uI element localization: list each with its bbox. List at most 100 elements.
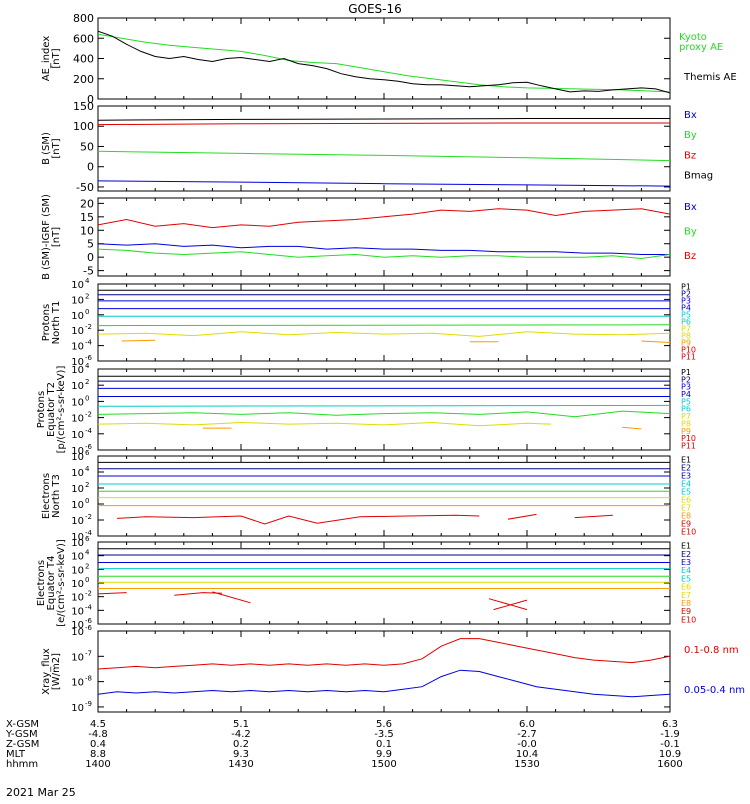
y-tick-label: 0 [87,161,94,174]
y-tick-label: 0 [87,93,94,106]
y-tick-exponent: 6 [85,449,90,457]
y-tick-label: 10 [71,414,84,425]
orbit-value: -1.9 [660,729,680,740]
orbit-row-label: hhmm [6,759,38,770]
orbit-value: 1530 [514,759,539,770]
orbit-value: 6.3 [662,719,678,730]
panel-frame [97,17,671,100]
series-line-ee-9 [212,591,251,604]
y-axis-label: Equator T4 [46,556,57,611]
orbit-value: -0.1 [660,739,680,750]
y-tick-label: 15 [80,211,94,224]
y-tick-exponent: 0 [85,576,89,584]
y-axis-label: Protons [41,304,52,341]
y-tick-exponent: -2 [85,323,92,331]
series-group [98,375,670,430]
y-tick-exponent: -2 [85,411,92,419]
series-line-en-9 [574,514,613,519]
legend-entry: P5 [681,311,691,320]
y-tick-exponent: -2 [85,590,92,598]
y-tick-label: 10 [71,357,84,368]
legend-entry-themis: Themis AE [683,72,737,83]
series-line-en-7 [117,514,480,525]
y-tick-label: 10 [71,538,84,549]
series-line-pn-9 [641,340,670,343]
orbit-value: -3.5 [374,729,394,740]
y-tick-exponent: -8 [85,675,92,683]
y-tick-label: 10 [71,652,84,663]
series-group [98,208,670,260]
y-tick-exponent: -2 [85,513,92,521]
legend-entry: E5 [681,487,691,496]
y-tick-label: 10 [71,552,84,563]
y-tick-label: 10 [71,606,84,617]
legend-entry: E9 [681,519,691,528]
series-line-ee-7 [98,592,127,595]
y-tick-label: -5 [83,265,94,278]
legend-entry: By [684,226,697,237]
legend-entry-kyoto-2: proxy AE [679,42,723,53]
y-tick-label: 10 [71,500,84,511]
legend-entry: E8 [681,599,691,608]
y-tick-exponent: 2 [85,562,89,570]
legend-entry: P9 [681,427,691,436]
orbit-value: -4.2 [231,729,251,740]
y-tick-label: 10 [71,280,84,291]
legend-entry: E4 [681,479,691,488]
orbit-value: 1400 [85,759,110,770]
y-tick-exponent: 6 [85,535,90,543]
y-tick-label: 5 [87,238,94,251]
y-axis-label: Electrons [41,473,52,519]
y-tick-label: 10 [71,579,84,590]
series-line-ee-10 [488,598,528,611]
series-line-ae-0 [98,33,670,93]
y-tick-exponent: 4 [85,549,90,557]
series-group [98,30,670,94]
y-axis-label: [nT] [51,138,62,158]
y-axis-label: B (SM) [41,132,52,165]
legend-entry: P7 [681,412,691,421]
series-line-bsm-2 [98,122,670,126]
legend-entry: E2 [681,463,691,472]
legend-entry: P8 [681,332,691,341]
legend-entry: P2 [681,290,691,299]
series-line-ae-1 [98,30,670,94]
legend-entry: E4 [681,566,691,575]
orbit-value: 10.4 [516,749,538,760]
legend-entry: E3 [681,558,691,567]
orbit-value: -2.7 [517,729,537,740]
series-line-en-8 [507,513,537,520]
orbit-value: 9.9 [376,749,392,760]
legend-entry: P9 [681,339,691,348]
y-tick-exponent: 2 [85,481,89,489]
series-line-pe-5 [98,410,670,418]
y-tick-exponent: 0 [85,497,89,505]
orbit-value: 1430 [228,759,253,770]
series-line-bsm-3 [98,118,670,121]
y-axis-label: [nT] [51,48,62,68]
y-tick-exponent: 0 [85,308,89,316]
legend-entry: P10 [681,434,696,443]
series-line-pn-5 [98,324,670,327]
panel-frame [97,541,671,625]
orbit-value: 10.9 [659,749,681,760]
y-tick-label: -50 [76,181,94,194]
series-line-ee-11 [493,599,528,611]
legend-entry: 0.05-0.4 nm [684,685,745,696]
series-group [98,461,670,525]
y-tick-exponent: 4 [85,277,90,285]
y-tick-exponent: 0 [85,394,89,402]
y-tick-label: 20 [80,197,94,210]
y-tick-label: 100 [73,120,94,133]
series-group [98,118,670,187]
date-label: 2021 Mar 25 [6,786,76,799]
legend-entry: P3 [681,383,691,392]
y-tick-label: 10 [71,627,84,638]
